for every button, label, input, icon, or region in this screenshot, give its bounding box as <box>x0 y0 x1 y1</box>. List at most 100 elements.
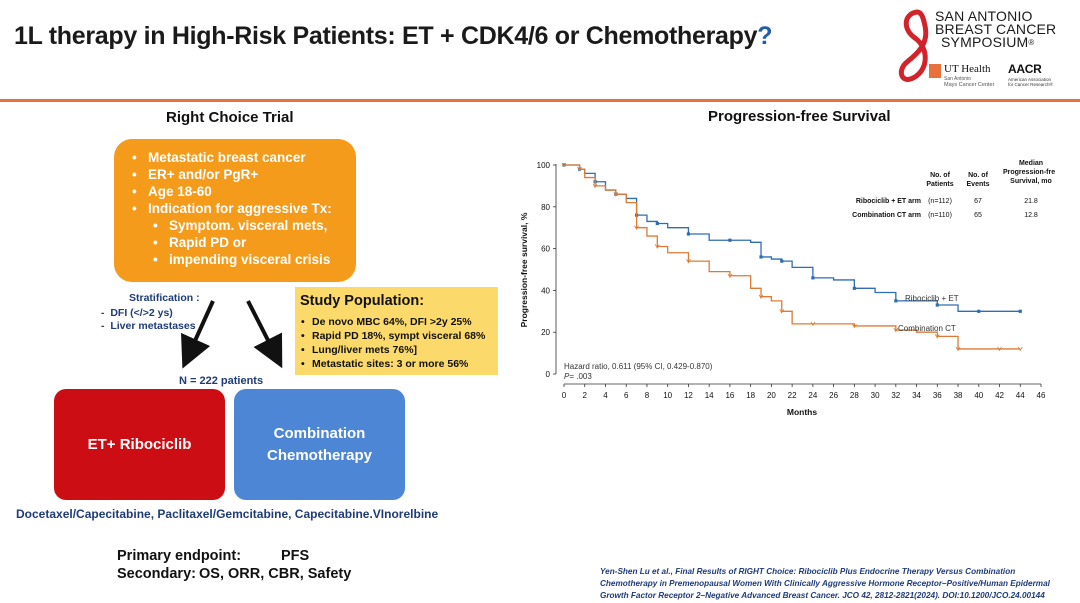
arm-chemo-label-1: Combination <box>273 424 366 442</box>
logo-line-2: BREAST CANCER <box>935 21 1057 37</box>
censor-mark-chemo <box>654 244 660 249</box>
y-tick-label: 80 <box>541 203 550 212</box>
series-label-chemo: Combination CT <box>898 324 956 333</box>
censor-mark-chemo <box>779 309 785 314</box>
table-header-patients: No. of Patients <box>926 172 953 188</box>
censor-mark-chemo <box>686 258 691 264</box>
p-value-text: = .003 <box>569 372 592 381</box>
header-divider <box>0 99 1080 102</box>
table-row-median: 12.8 <box>1024 212 1038 219</box>
hazard-ratio: Hazard ratio, 0.611 (95% CI, 0.429-0.870… <box>564 362 713 371</box>
km-table: No. of Patients No. of Events Median Progre… <box>926 160 1055 188</box>
eligibility-item: Age 18-60 <box>132 184 212 199</box>
logo-line-1: SAN ANTONIO <box>935 8 1033 24</box>
censor-mark-chemo <box>1017 346 1023 352</box>
censor-mark-chemo <box>934 334 940 339</box>
censor-mark-ribociclib <box>977 309 981 313</box>
chemo-regimens: Docetaxel/Capecitabine, Paclitaxel/Gemci… <box>16 507 439 521</box>
x-tick-label: 28 <box>850 391 859 400</box>
ut-health-text: UT Health <box>944 63 991 75</box>
eligibility-item: Indication for aggressive Tx: <box>132 201 332 216</box>
ut-sub-2: Mays Cancer Center <box>944 82 995 88</box>
study-population-heading: Study Population: <box>300 293 425 309</box>
censor-mark-chemo <box>592 183 598 189</box>
ut-shield-icon <box>929 64 941 78</box>
arm-chemo-box: Combination Chemotherapy <box>234 389 405 500</box>
arrow-to-chemo <box>246 300 283 369</box>
primary-endpoint-label: Primary endpoint: <box>117 548 242 564</box>
x-tick-label: 16 <box>725 391 734 400</box>
table-row-patients: (n=110) <box>928 212 952 219</box>
study-population-box: Study Population: De novo MBC 64%, DFI >… <box>295 287 498 375</box>
x-tick-label: 14 <box>705 391 714 400</box>
x-tick-label: 20 <box>767 391 776 400</box>
citation: Yen-Shen Lu et al., Final Results of RIG… <box>600 567 1050 600</box>
y-tick-label: 60 <box>541 245 550 254</box>
aacr-sub-1: American Association <box>1008 77 1052 82</box>
stratification-item-text: DFI (</>2 ys) <box>110 307 173 319</box>
x-tick-label: 32 <box>891 391 900 400</box>
censor-mark-chemo <box>727 273 733 279</box>
x-tick-label: 30 <box>871 391 880 400</box>
eligibility-box: Metastatic breast cancer ER+ and/or PgR+… <box>114 139 356 282</box>
x-tick-label: 24 <box>808 391 817 400</box>
y-axis-label: Progression-free survival, % <box>519 212 529 327</box>
censor-mark-ribociclib <box>759 255 763 259</box>
arrow-to-ribociclib <box>181 300 215 369</box>
table-header-events: No. of Events <box>967 172 990 188</box>
table-row-events: 65 <box>974 212 982 219</box>
arm-chemo-label-2: Chemotherapy <box>266 446 373 464</box>
table-row-arm: Ribociclib + ET arm <box>856 198 921 205</box>
censor-mark-ribociclib <box>811 276 815 280</box>
series-line-chemo <box>564 164 1021 350</box>
table-row-patients: (n=112) <box>928 198 952 205</box>
censor-mark-chemo <box>852 323 857 329</box>
x-tick-label: 46 <box>1037 391 1046 400</box>
y-tick-label: 40 <box>541 286 550 295</box>
eligibility-subitem: Symptom. visceral mets, <box>153 218 327 233</box>
x-tick-label: 2 <box>583 391 588 400</box>
p-value-label: P <box>564 372 570 381</box>
secondary-endpoint-value: OS, ORR, CBR, Safety <box>199 566 352 582</box>
arm-ribociclib-box: ET+ Ribociclib <box>54 389 225 500</box>
censor-mark-ribociclib <box>1018 309 1022 313</box>
stratification-item: - Liver metastases <box>101 320 196 332</box>
x-tick-label: 6 <box>624 391 629 400</box>
eligibility-item: Metastatic breast cancer <box>132 150 306 165</box>
x-tick-label: 22 <box>788 391 797 400</box>
censor-mark-chemo <box>561 162 567 168</box>
stratification-item: - DFI (</>2 ys) <box>101 307 173 319</box>
censor-mark-chemo <box>893 327 899 333</box>
x-tick-label: 10 <box>663 391 672 400</box>
secondary-endpoint-label: Secondary: <box>117 566 196 582</box>
censor-mark-ribociclib <box>655 221 659 226</box>
x-tick-label: 38 <box>954 391 963 400</box>
y-tick-label: 100 <box>537 161 551 170</box>
sabcs-logo: SAN ANTONIO BREAST CANCER SYMPOSIUM® UT … <box>895 6 1075 94</box>
censor-mark-ribociclib <box>935 303 939 307</box>
eligibility-item: ER+ and/or PgR+ <box>132 167 258 182</box>
stratification-item-text: Liver metastases <box>110 320 196 332</box>
x-tick-label: 12 <box>684 391 693 400</box>
censor-mark-chemo <box>955 346 961 352</box>
x-tick-label: 4 <box>603 391 608 400</box>
censor-mark-chemo <box>758 294 764 299</box>
x-tick-label: 18 <box>746 391 755 400</box>
x-tick-label: 36 <box>933 391 942 400</box>
population-item: Rapid PD 18%, sympt visceral 68% <box>301 330 485 342</box>
censor-mark-chemo <box>997 346 1002 352</box>
page-title: 1L therapy in High-Risk Patients: ET + C… <box>14 22 773 51</box>
eligibility-subitem: impending visceral crisis <box>153 252 330 267</box>
y-tick-label: 20 <box>541 328 550 337</box>
censor-mark-ribociclib <box>686 232 691 236</box>
x-axis-label: Months <box>787 407 817 417</box>
chart-series <box>561 162 1023 352</box>
primary-endpoint-value: PFS <box>281 548 310 564</box>
x-tick-label: 44 <box>1016 391 1025 400</box>
population-item: Lung/liver mets 76%] <box>301 344 417 356</box>
arm-ribociclib-label: ET+ Ribociclib <box>87 436 192 453</box>
censor-mark-ribociclib <box>852 286 856 290</box>
